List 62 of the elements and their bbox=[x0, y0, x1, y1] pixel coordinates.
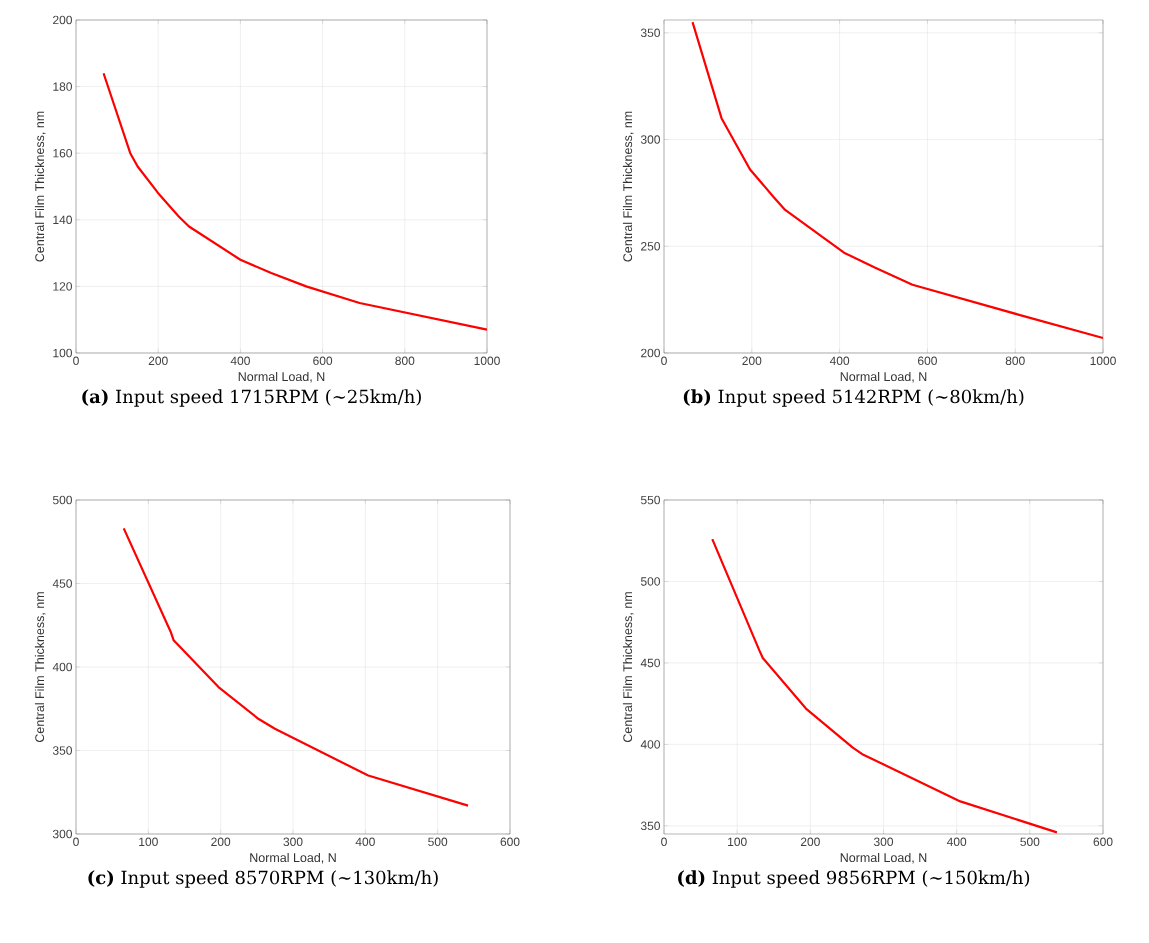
y-tick-label: 500 bbox=[640, 577, 661, 586]
x-tick-label: 600 bbox=[500, 837, 520, 847]
y-tick-label: 250 bbox=[641, 242, 661, 251]
y-axis-title: Central Film Thickness, nm bbox=[622, 111, 634, 262]
x-tick-label: 0 bbox=[661, 837, 667, 847]
x-tick-label: 800 bbox=[395, 356, 415, 366]
x-tick-label: 0 bbox=[73, 837, 79, 847]
y-tick-label: 200 bbox=[641, 348, 661, 358]
text: (d) Input speed 9856RPM (∼150km/h) bbox=[678, 870, 1030, 888]
x-tick-label: 300 bbox=[873, 837, 894, 847]
line-series bbox=[711, 538, 1059, 834]
y-tick-label: 550 bbox=[640, 495, 661, 505]
x-tick-label: 400 bbox=[355, 837, 375, 847]
x-tick-label: 100 bbox=[139, 837, 158, 847]
y-tick-label: 450 bbox=[640, 658, 661, 668]
y-tick-label: 350 bbox=[640, 821, 661, 831]
x-tick-label: 200 bbox=[211, 837, 231, 847]
y-tick-label: 180 bbox=[53, 82, 72, 91]
y-axis-title: Central Film Thickness, nm bbox=[34, 111, 46, 262]
x-tick-label: 800 bbox=[1005, 356, 1025, 366]
x-tick-label: 200 bbox=[800, 837, 820, 847]
x-tick-label: 200 bbox=[742, 356, 762, 366]
y-tick-label: 300 bbox=[52, 829, 72, 839]
line-series bbox=[102, 72, 488, 331]
y-tick-label: 450 bbox=[52, 579, 72, 588]
x-tick-label: 200 bbox=[148, 356, 168, 366]
x-tick-label: 500 bbox=[428, 837, 448, 847]
y-tick-label: 160 bbox=[53, 148, 72, 158]
y-tick-label: 400 bbox=[52, 662, 72, 672]
x-tick-label: 0 bbox=[661, 356, 667, 366]
text: (b) Input speed 5142RPM (∼80km/h) bbox=[683, 389, 1024, 407]
y-tick-label: 350 bbox=[52, 746, 72, 755]
x-tick-label: 600 bbox=[1093, 837, 1113, 847]
line-series bbox=[122, 527, 470, 807]
y-tick-label: 500 bbox=[52, 495, 72, 505]
x-axis-title: Normal Load, N bbox=[840, 852, 927, 864]
y-tick-label: 200 bbox=[53, 15, 72, 25]
line-series bbox=[691, 21, 1104, 340]
x-tick-label: 400 bbox=[946, 837, 967, 847]
y-tick-label: 100 bbox=[53, 348, 72, 358]
y-tick-label: 400 bbox=[640, 740, 661, 749]
text: (a) Input speed 1715RPM (∼25km/h) bbox=[82, 389, 421, 407]
y-tick-label: 300 bbox=[640, 135, 661, 144]
y-tick-label: 140 bbox=[53, 215, 72, 225]
x-tick-label: 400 bbox=[230, 356, 250, 366]
x-axis-title: Normal Load, N bbox=[840, 371, 927, 383]
x-tick-label: 300 bbox=[283, 837, 303, 847]
x-tick-label: 1000 bbox=[474, 356, 500, 366]
x-tick-label: 400 bbox=[829, 356, 850, 366]
y-tick-label: 350 bbox=[640, 28, 661, 38]
x-tick-label: 100 bbox=[728, 837, 747, 847]
x-tick-label: 0 bbox=[73, 356, 79, 366]
x-tick-label: 600 bbox=[313, 356, 333, 366]
y-tick-label: 120 bbox=[53, 282, 72, 291]
x-tick-label: 1000 bbox=[1090, 356, 1116, 366]
text: (c) Input speed 8570RPM (∼130km/h) bbox=[88, 870, 438, 888]
y-axis-title: Central Film Thickness, nm bbox=[622, 592, 634, 743]
x-tick-label: 500 bbox=[1020, 837, 1040, 847]
y-axis-title: Central Film Thickness, nm bbox=[34, 592, 46, 743]
x-tick-label: 600 bbox=[918, 356, 937, 366]
x-axis-title: Normal Load, N bbox=[238, 371, 325, 383]
x-axis-title: Normal Load, N bbox=[250, 852, 336, 864]
